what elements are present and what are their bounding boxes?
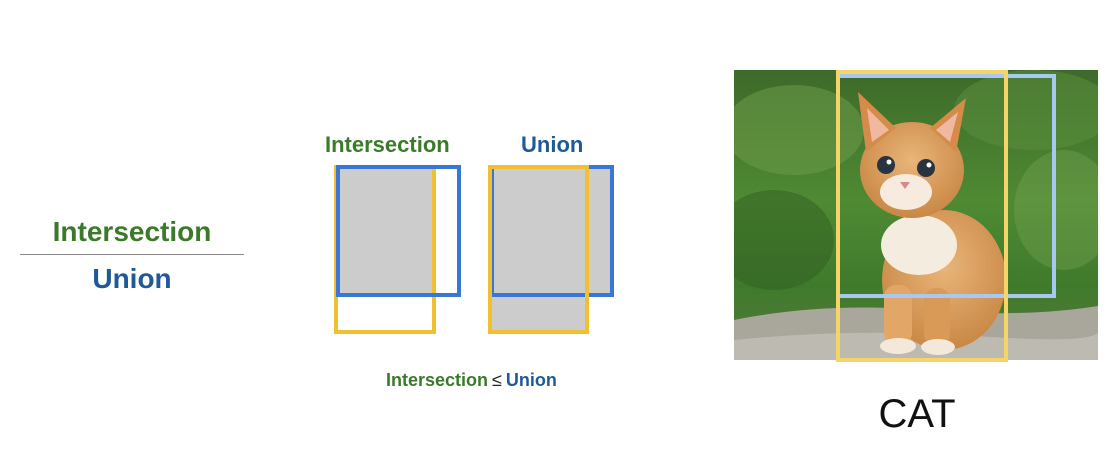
fraction-numerator: Intersection	[52, 216, 212, 247]
union-area-main	[490, 167, 587, 332]
predicted-box	[836, 70, 1008, 362]
inequality-operator: ≤	[492, 370, 502, 390]
class-label: CAT	[878, 392, 956, 436]
union-label: Union	[521, 132, 584, 157]
yellow-box	[488, 165, 589, 334]
blue-box	[336, 165, 461, 297]
fraction-bar	[20, 254, 244, 255]
intersection-label: Intersection	[325, 132, 450, 157]
cat-photo	[734, 70, 1098, 362]
inequality-left: Intersection	[386, 370, 489, 390]
fraction-denominator: Union	[92, 263, 172, 294]
union-illustration	[488, 165, 614, 334]
box-overlap-diagram	[334, 165, 614, 334]
intersection-illustration	[334, 165, 461, 334]
union-area-extra	[587, 167, 612, 295]
inequality-right: Union	[505, 370, 557, 390]
iou-fraction: Intersection Union	[20, 212, 244, 299]
intersection-area	[338, 167, 433, 295]
kitten-illustration	[858, 92, 1006, 355]
photo-panel: CAT	[726, 60, 1108, 456]
inequality-caption: Intersection ≤ Union	[386, 368, 557, 392]
